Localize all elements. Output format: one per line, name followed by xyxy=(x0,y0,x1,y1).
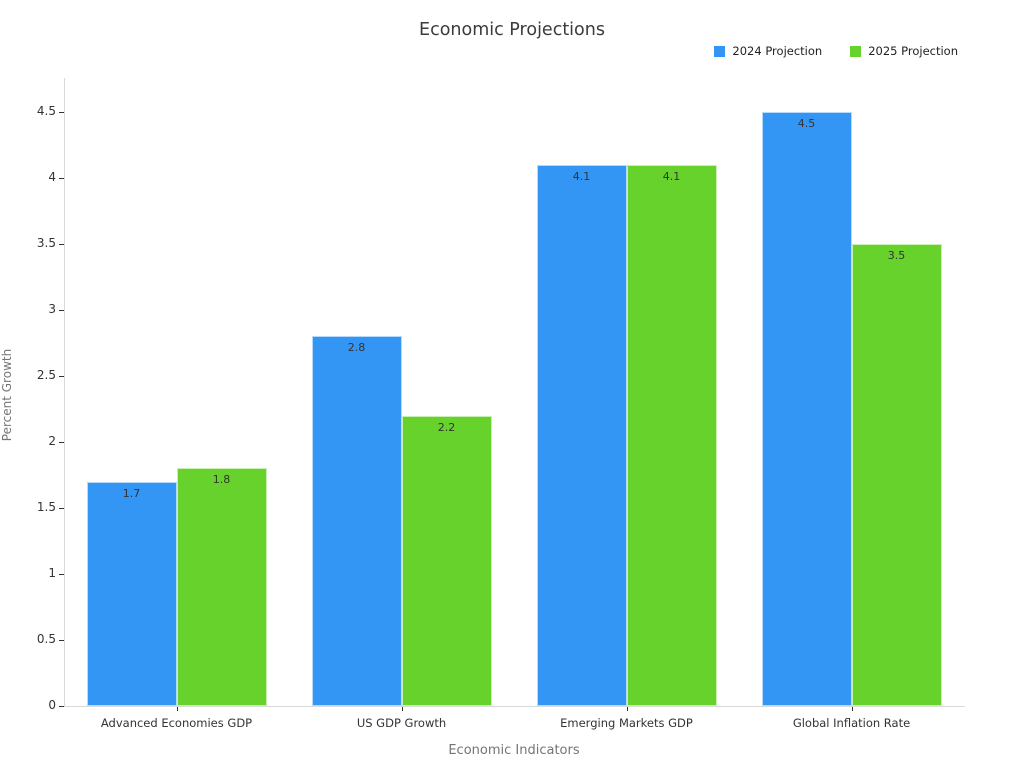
x-tick-label-advanced-economies-gdp: Advanced Economies GDP xyxy=(100,716,253,730)
x-axis-line xyxy=(64,706,965,707)
bar-2024-projection-us-gdp-growth xyxy=(311,336,402,706)
y-tick-label: 1.5 xyxy=(36,500,56,514)
bar-2025-projection-emerging-markets-gdp xyxy=(626,164,717,706)
y-tick-label: 3 xyxy=(48,302,56,316)
bar-2024-projection-global-inflation-rate xyxy=(761,112,852,706)
y-tick-mark xyxy=(59,442,64,443)
y-axis-line xyxy=(64,78,65,706)
y-tick-mark xyxy=(59,640,64,641)
legend-item-2024-projection: 2024 Projection xyxy=(714,44,822,58)
x-tick-mark xyxy=(176,707,178,711)
bar-2025-projection-us-gdp-growth xyxy=(401,415,492,706)
y-tick-mark xyxy=(59,376,64,377)
legend-label: 2025 Projection xyxy=(868,44,958,58)
bar-value-label: 4.5 xyxy=(797,117,816,130)
y-tick-label: 2 xyxy=(48,434,56,448)
y-tick-label: 3.5 xyxy=(36,236,56,250)
legend-item-2025-projection: 2025 Projection xyxy=(850,44,958,58)
legend-label: 2024 Projection xyxy=(732,44,823,58)
bar-2025-projection-global-inflation-rate xyxy=(851,244,942,706)
y-tick-label: 0.5 xyxy=(36,632,56,646)
x-tick-mark xyxy=(401,707,403,711)
y-tick-mark xyxy=(59,244,64,245)
y-tick-mark xyxy=(59,706,64,707)
bar-value-label: 3.5 xyxy=(887,249,906,262)
y-tick-label: 4.5 xyxy=(36,104,56,118)
bar-value-label: 1.8 xyxy=(212,473,231,487)
legend-swatch-2025-projection xyxy=(850,45,862,57)
x-tick-label-global-inflation-rate: Global Inflation Rate xyxy=(792,716,911,730)
x-tick-label-us-gdp-growth: US GDP Growth xyxy=(356,716,447,730)
x-tick-label-emerging-markets-gdp: Emerging Markets GDP xyxy=(560,716,693,730)
y-tick-mark xyxy=(59,574,64,575)
legend-swatch-2024-projection xyxy=(714,45,726,57)
y-tick-label: 1 xyxy=(48,566,56,580)
bar-value-label: 2.8 xyxy=(347,341,366,355)
chart-title: Economic Projections xyxy=(419,20,605,40)
bar-2024-projection-advanced-economies-gdp xyxy=(86,481,177,706)
y-tick-label: 4 xyxy=(48,170,56,184)
bar-2024-projection-emerging-markets-gdp xyxy=(536,164,627,706)
y-tick-mark xyxy=(59,178,64,179)
y-tick-mark xyxy=(59,508,64,509)
legend: 2024 Projection 2025 Projection xyxy=(714,44,958,58)
y-tick-mark xyxy=(59,310,64,311)
y-tick-mark xyxy=(59,112,64,113)
x-tick-mark xyxy=(851,707,853,711)
bar-value-label: 4.1 xyxy=(572,169,591,183)
y-tick-label: 0 xyxy=(48,698,56,712)
x-tick-mark xyxy=(626,707,628,711)
bar-value-label: 2.2 xyxy=(437,420,456,434)
x-axis-title: Economic Indicators xyxy=(448,743,580,758)
bar-value-label: 1.7 xyxy=(122,486,141,500)
bar-value-label: 4.1 xyxy=(662,169,681,183)
y-tick-label: 2.5 xyxy=(36,368,56,382)
bar-2025-projection-advanced-economies-gdp xyxy=(176,468,267,706)
